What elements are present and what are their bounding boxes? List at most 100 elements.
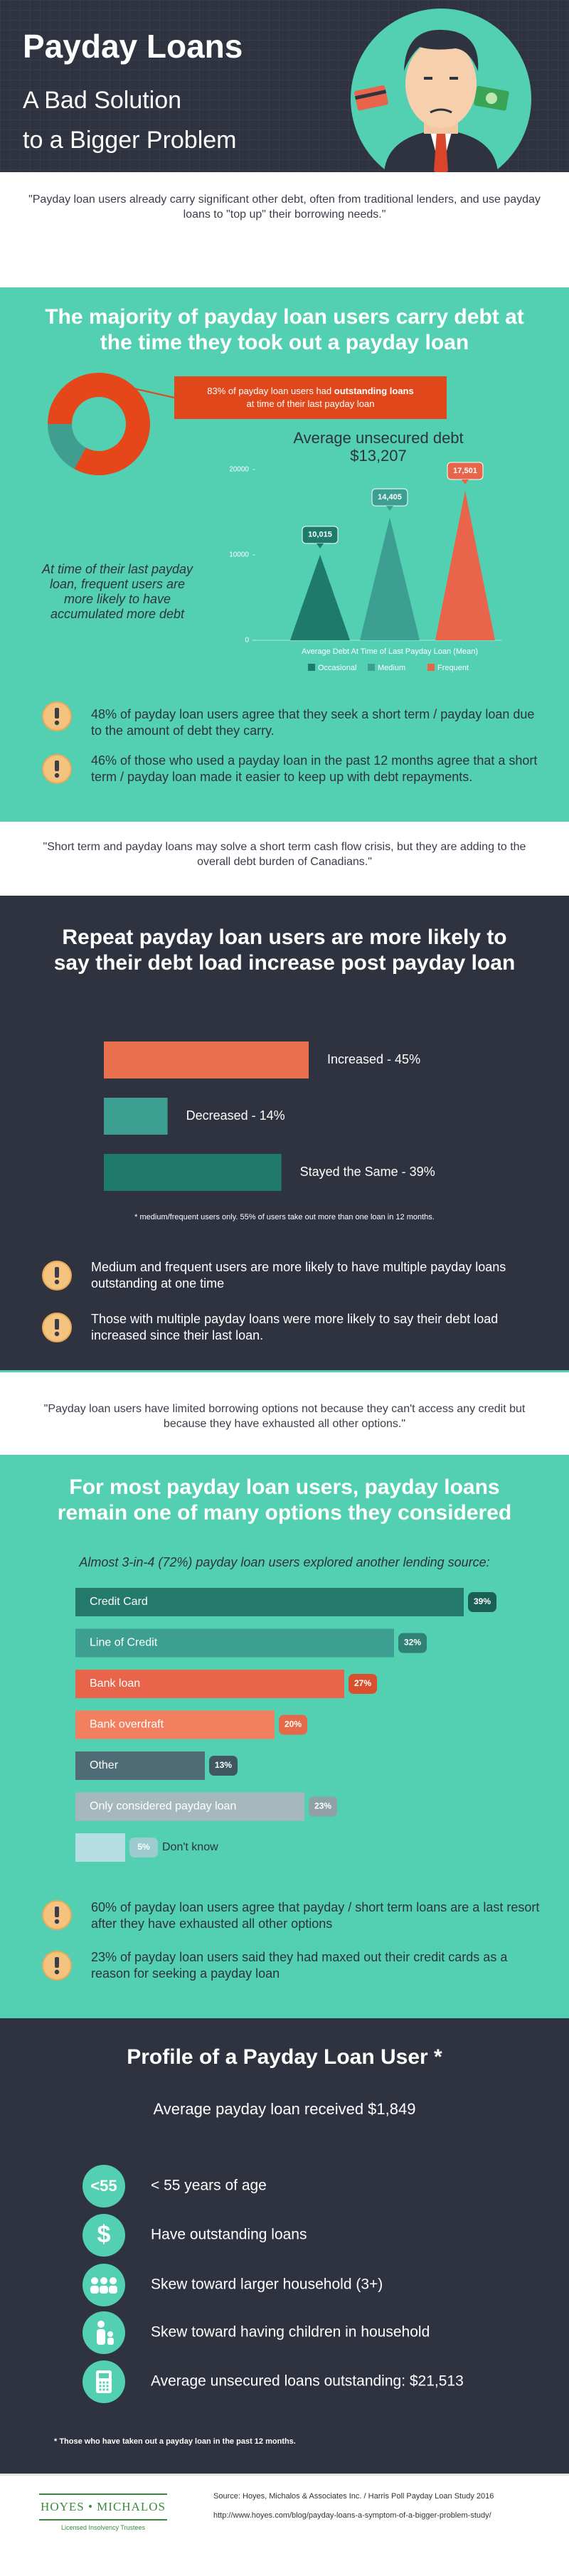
profile-icon [83, 2264, 125, 2306]
subtitle-line: A Bad Solution [23, 87, 182, 114]
quote: "Payday loan users have limited borrowin… [43, 1403, 526, 1430]
alert-icon [55, 1319, 59, 1330]
alert-icon [54, 773, 60, 778]
value-badge [468, 1592, 496, 1612]
header-illustration [351, 9, 531, 172]
callout: 83% of payday loan users had outstanding… [174, 376, 447, 419]
value-label: 14,405 [378, 493, 402, 502]
point: 23% of payday loan users said they had m… [91, 1950, 508, 1981]
chart-title: Average unsecured debt [293, 429, 463, 447]
alert-icon [55, 708, 59, 719]
cash [474, 85, 509, 111]
value-badge [129, 1838, 158, 1857]
callout-text: at time of their last payday loan [246, 398, 375, 409]
point: 46% of those who used a payday loan in t… [91, 753, 538, 784]
value-label: 20% [284, 1719, 302, 1729]
calculator-icon [99, 2388, 102, 2391]
category-label: Line of Credit [90, 1637, 158, 1649]
section-title: Profile of a Payday Loan User * [127, 2045, 442, 2069]
source-url: http://www.hoyes.com/blog/payday-loans-a… [213, 2511, 491, 2520]
value-label: 10,015 [308, 531, 332, 539]
legend-label: Medium [378, 664, 405, 672]
value-bubble [386, 506, 393, 512]
profile-item: Skew toward having children in household [151, 2324, 430, 2341]
eye [424, 77, 432, 80]
calculator-icon [99, 2385, 102, 2387]
people-icon [100, 2277, 107, 2284]
family-icon [97, 2321, 105, 2328]
legend-swatch [308, 664, 315, 671]
calculator-icon [99, 2381, 102, 2384]
page-title: Payday Loans [23, 28, 243, 65]
profile-average: Average payday loan received $1,849 [153, 2100, 416, 2118]
calculator-icon [106, 2381, 109, 2384]
bar [75, 1792, 304, 1821]
debt-peak [435, 490, 495, 640]
calculator-icon [106, 2388, 109, 2391]
profile-item: < 55 years of age [151, 2178, 267, 2194]
value-badge [398, 1633, 427, 1653]
quote-band [0, 822, 569, 896]
footer [0, 2474, 569, 2576]
y-tick-label: 20000 [229, 466, 249, 474]
calculator-icon [102, 2381, 105, 2384]
bar [75, 1588, 464, 1616]
section-title: For most payday loan users, payday loans… [57, 1475, 512, 1525]
value-badge [279, 1714, 307, 1735]
value-badge [209, 1756, 238, 1776]
alert-icon [54, 1969, 60, 1975]
legend-swatch [427, 664, 435, 671]
alert-icon [55, 1957, 59, 1968]
bar [75, 1670, 344, 1698]
footnote: * Those who have taken out a payday loan… [54, 2437, 296, 2446]
value-badge [349, 1674, 377, 1694]
people-icon [91, 2277, 98, 2284]
x-axis-label: Average Debt At Time of Last Payday Loan… [302, 647, 478, 656]
repeat-section [0, 896, 569, 1372]
header [0, 0, 569, 172]
alert-icon [54, 1279, 60, 1285]
calculator-icon [102, 2385, 105, 2387]
value-label: 23% [314, 1801, 331, 1811]
alert-icon [54, 1331, 60, 1337]
callout-bold: outstanding loans [334, 386, 414, 396]
profile-icon-text: $ [97, 2221, 111, 2248]
category-label: Credit Card [90, 1596, 148, 1608]
family-icon [107, 2331, 113, 2337]
value-bubble [462, 479, 469, 484]
alert-icon [54, 1919, 60, 1924]
y-tick-label: 10000 [229, 551, 249, 559]
point: 48% of payday loan users agree that they… [91, 707, 535, 738]
alert-icon [55, 1907, 59, 1917]
category-label: Don't know [162, 1841, 218, 1853]
profile-item: Average unsecured loans outstanding: $21… [151, 2373, 464, 2390]
bar [104, 1098, 168, 1135]
value-label: 32% [404, 1638, 421, 1648]
donut-slice [48, 372, 150, 475]
value-badge [309, 1796, 337, 1817]
category-label: Other [90, 1759, 119, 1771]
category-label: Only considered payday loan [90, 1801, 236, 1813]
value-bubble [317, 543, 324, 548]
logo-tagline: Licensed Insolvency Trustees [60, 2524, 146, 2531]
people-icon [90, 2286, 99, 2294]
value-label: 27% [354, 1678, 371, 1688]
category-label: Bank loan [90, 1677, 140, 1690]
alert-icon [55, 760, 59, 771]
section-title: The majority of payday loan users carry … [45, 305, 524, 354]
family-icon [107, 2338, 114, 2345]
section-title: Repeat payday loan users are more likely… [53, 926, 516, 975]
category-label: Increased - 45% [327, 1052, 420, 1066]
legend-label: Occasional [318, 664, 356, 672]
bar [104, 1154, 282, 1191]
point: Medium and frequent users are more likel… [91, 1260, 506, 1290]
category-label: Bank overdraft [90, 1719, 164, 1731]
footnote: * medium/frequent users only. 55% of use… [134, 1213, 435, 1221]
hair [404, 29, 479, 71]
people-icon [110, 2277, 117, 2284]
profile-item: Have outstanding loans [151, 2227, 307, 2243]
section-subtitle: Almost 3-in-4 (72%) payday loan users ex… [79, 1555, 490, 1569]
y-tick-label: 0 [245, 637, 249, 645]
category-label: Stayed the Same - 39% [300, 1165, 435, 1179]
